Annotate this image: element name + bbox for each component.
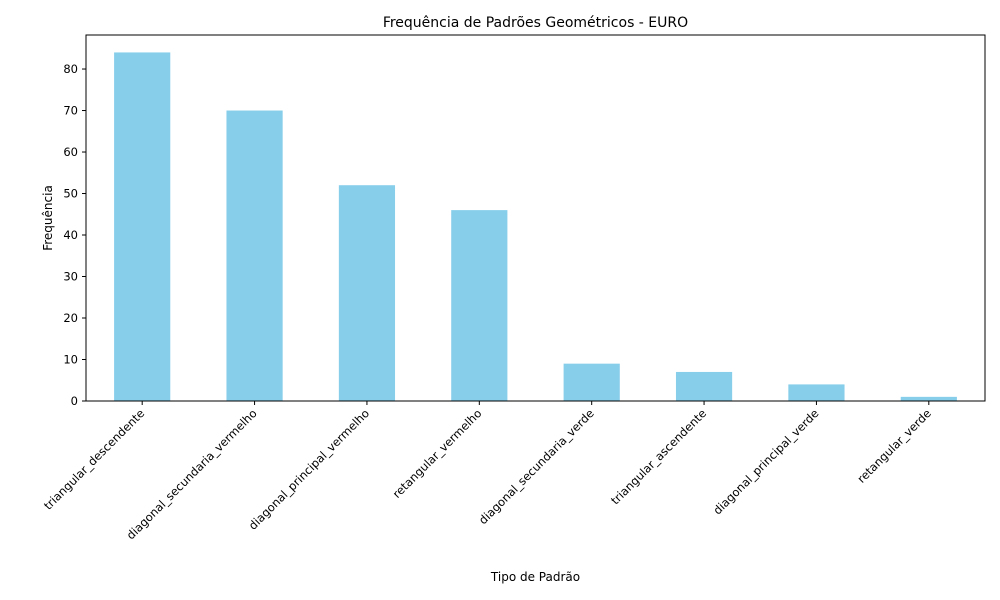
bar-triangular_ascendente [675,371,733,401]
x-tick-label: diagonal_secundaria_vermelho [124,406,260,542]
y-tick-label: 60 [63,145,78,159]
y-tick-label: 50 [63,187,78,201]
y-tick-label: 30 [63,270,78,284]
x-tick-label: triangular_descendente [41,406,147,512]
bar-diagonal_principal_verde [788,384,845,401]
x-axis-ticks: triangular_descendentediagonal_secundari… [41,401,934,542]
x-tick-label: retangular_vermelho [390,406,485,501]
y-tick-label: 0 [71,394,78,408]
bar-retangular_vermelho [451,210,508,401]
y-axis-label: Frequência [41,185,55,251]
x-tick-label: retangular_verde [854,406,934,486]
y-tick-label: 80 [63,62,78,76]
y-tick-label: 20 [63,311,78,325]
chart-title: Frequência de Padrões Geométricos - EURO [383,15,688,31]
x-tick-label: diagonal_secundaria_verde [476,406,597,527]
bar-triangular_descendente [114,52,171,402]
bar-diagonal_principal_vermelho [338,185,396,401]
y-tick-label: 10 [63,353,78,367]
y-axis-ticks: 0 10 20 30 40 50 60 70 80 [63,62,86,408]
x-tick-label: diagonal_principal_vermelho [246,406,372,532]
x-tick-label: triangular_ascendente [608,406,709,507]
bars-group [114,52,957,402]
x-axis-label: Tipo de Padrão [490,570,580,584]
y-tick-label: 70 [63,104,78,118]
bar-diagonal_secundaria_vermelho [226,110,283,402]
plot-frame [85,34,986,402]
x-tick-label: diagonal_principal_verde [710,406,821,517]
bar-retangular_verde [900,396,957,401]
y-tick-label: 40 [63,228,78,242]
bar-diagonal_secundaria_verde [563,363,620,401]
